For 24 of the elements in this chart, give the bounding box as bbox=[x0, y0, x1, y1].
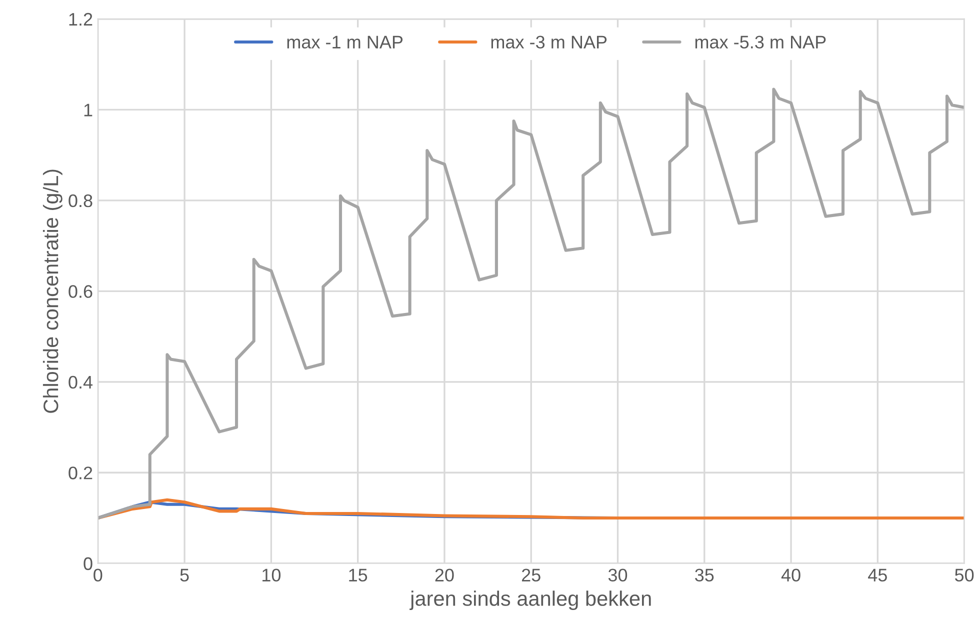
y-axis-title: Chloride concentratie (g/L) bbox=[42, 170, 62, 413]
x-tick-label: 40 bbox=[781, 568, 800, 582]
legend-label: max -3 m NAP bbox=[491, 36, 607, 48]
x-tick-label: 35 bbox=[695, 568, 714, 582]
x-tick-label: 15 bbox=[349, 568, 368, 582]
legend-label: max -1 m NAP bbox=[287, 36, 403, 48]
y-tick-label: 1 bbox=[84, 104, 92, 116]
x-tick-label: 45 bbox=[868, 568, 887, 582]
x-tick-label: 0 bbox=[94, 568, 102, 582]
x-tick-label: 10 bbox=[262, 568, 281, 582]
x-tick-label: 30 bbox=[608, 568, 628, 582]
y-tick-label: 0.2 bbox=[68, 466, 92, 480]
y-tick-label: 0.8 bbox=[68, 194, 92, 208]
line-series bbox=[98, 88, 964, 520]
y-tick-label: 0.6 bbox=[68, 285, 92, 298]
x-axis-title: jaren sinds aanleg bekken bbox=[410, 590, 651, 610]
y-tick-label: 1.2 bbox=[69, 12, 92, 26]
x-tick-label: 50 bbox=[954, 568, 974, 582]
legend-label: max -5.3 m NAP bbox=[695, 36, 826, 48]
y-tick-label: 0 bbox=[84, 557, 92, 570]
x-tick-label: 5 bbox=[180, 568, 189, 582]
x-tick-label: 25 bbox=[522, 568, 540, 582]
y-tick-label: 0.4 bbox=[68, 376, 93, 389]
x-tick-label: 20 bbox=[435, 568, 454, 582]
